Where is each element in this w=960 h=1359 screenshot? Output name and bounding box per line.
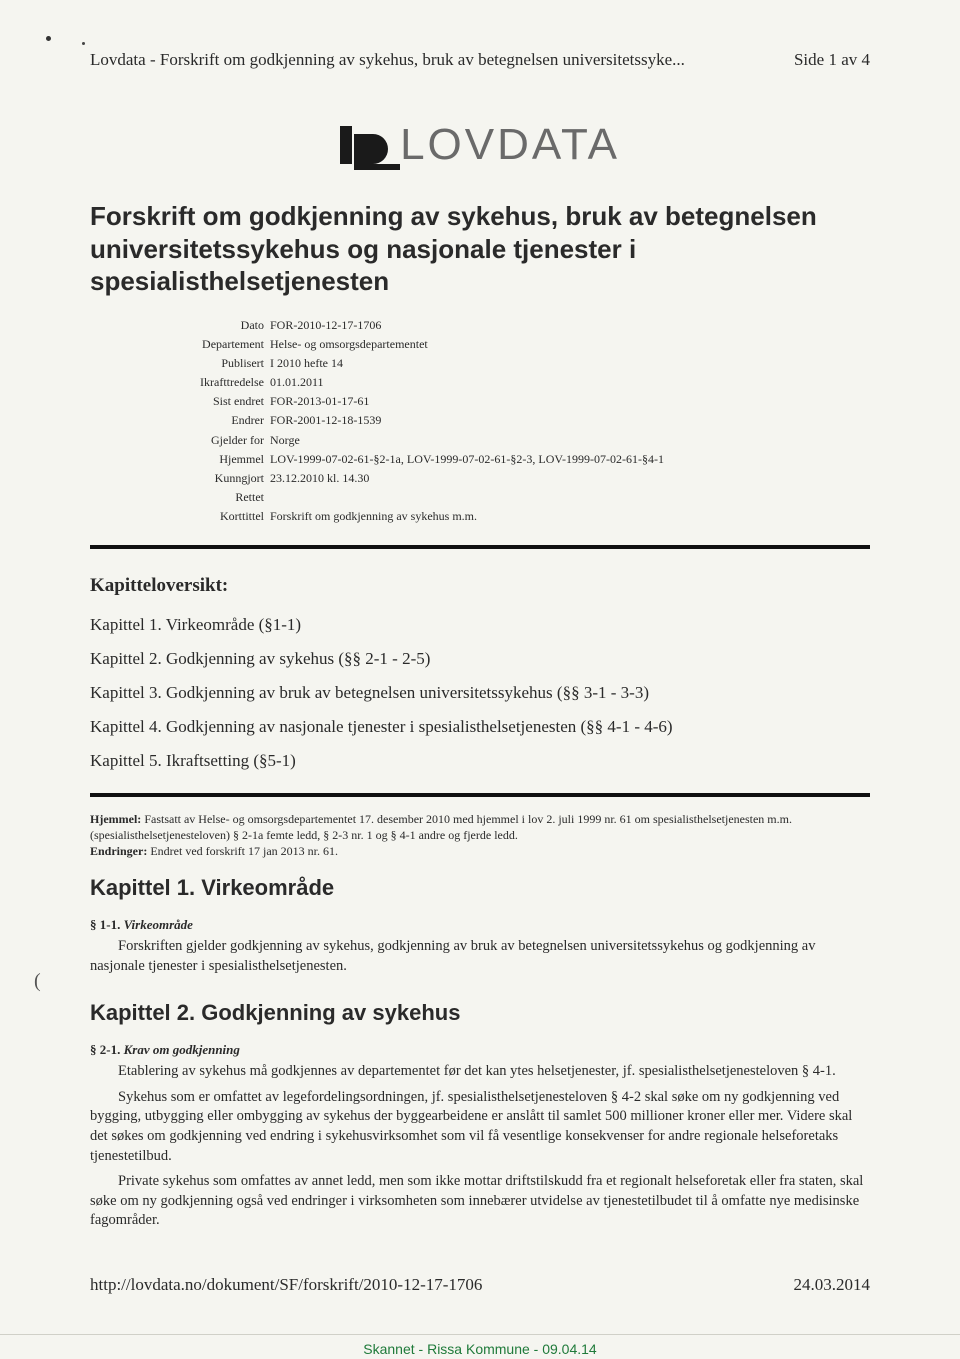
paragraph-2-1-body-2: Sykehus som er omfattet av legefordeling… [90, 1088, 870, 1166]
footnote-hjemmel-text: Fastsatt av Helse- og omsorgsdepartement… [90, 812, 792, 842]
meta-value [270, 488, 870, 507]
footer-date: 24.03.2014 [794, 1275, 871, 1295]
meta-row: Ikrafttredelse01.01.2011 [190, 373, 870, 392]
meta-row: DatoFOR-2010-12-17-1706 [190, 316, 870, 335]
meta-value: Forskrift om godkjenning av sykehus m.m. [270, 507, 870, 526]
kapittel-2-heading: Kapittel 2. Godkjenning av sykehus [90, 1000, 870, 1026]
kapittel-1-heading: Kapittel 1. Virkeområde [90, 875, 870, 901]
scan-speck [46, 36, 51, 41]
divider [90, 545, 870, 549]
meta-label: Korttittel [190, 507, 270, 526]
footnote-hjemmel-label: Hjemmel: [90, 812, 141, 826]
meta-row: HjemmelLOV-1999-07-02-61-§2-1a, LOV-1999… [190, 450, 870, 469]
header-left-text: Lovdata - Forskrift om godkjenning av sy… [90, 50, 685, 70]
main-title: Forskrift om godkjenning av sykehus, bru… [90, 200, 870, 298]
meta-label: Hjemmel [190, 450, 270, 469]
paragraph-2-1-body-1: Etablering av sykehus må godkjennes av d… [90, 1062, 870, 1082]
meta-value: 01.01.2011 [270, 373, 870, 392]
meta-label: Rettet [190, 488, 270, 507]
meta-value: FOR-2013-01-17-61 [270, 392, 870, 411]
meta-value: Norge [270, 431, 870, 450]
scan-banner: Skannet - Rissa Kommune - 09.04.14 [0, 1334, 960, 1359]
chapter-list: Kapittel 1. Virkeområde (§1-1) Kapittel … [90, 615, 870, 771]
meta-row: KorttittelForskrift om godkjenning av sy… [190, 507, 870, 526]
chapter-item: Kapittel 2. Godkjenning av sykehus (§§ 2… [90, 649, 870, 669]
scan-speck [82, 42, 85, 45]
footer-url: http://lovdata.no/dokument/SF/forskrift/… [90, 1275, 482, 1295]
chapter-item: Kapittel 5. Ikraftsetting (§5-1) [90, 751, 870, 771]
paragraph-1-1-title: § 1-1. Virkeområde [90, 917, 870, 933]
page-footer: http://lovdata.no/dokument/SF/forskrift/… [90, 1275, 870, 1295]
para-num: § 1-1. [90, 917, 120, 932]
meta-label: Gjelder for [190, 431, 270, 450]
document-page: Lovdata - Forskrift om godkjenning av sy… [0, 0, 960, 1315]
meta-value: 23.12.2010 kl. 14.30 [270, 469, 870, 488]
meta-row: Gjelder forNorge [190, 431, 870, 450]
meta-label: Sist endret [190, 392, 270, 411]
meta-value: FOR-2010-12-17-1706 [270, 316, 870, 335]
page-header: Lovdata - Forskrift om godkjenning av sy… [90, 50, 870, 70]
meta-value: I 2010 hefte 14 [270, 354, 870, 373]
meta-label: Publisert [190, 354, 270, 373]
meta-label: Ikrafttredelse [190, 373, 270, 392]
chapter-item: Kapittel 1. Virkeområde (§1-1) [90, 615, 870, 635]
logo: LOVDATA [90, 120, 870, 170]
meta-label: Kunngjort [190, 469, 270, 488]
header-page-number: Side 1 av 4 [794, 50, 870, 70]
meta-label: Departement [190, 335, 270, 354]
para-name: Krav om godkjenning [124, 1042, 240, 1057]
footnote-endringer-text: Endret ved forskrift 17 jan 2013 nr. 61. [147, 844, 338, 858]
meta-label: Endrer [190, 411, 270, 430]
para-name: Virkeområde [124, 917, 193, 932]
footnote-endringer-label: Endringer: [90, 844, 147, 858]
paragraph-2-1-title: § 2-1. Krav om godkjenning [90, 1042, 870, 1058]
chapter-item: Kapittel 4. Godkjenning av nasjonale tje… [90, 717, 870, 737]
paragraph-1-1-body: Forskriften gjelder godkjenning av sykeh… [90, 937, 870, 976]
meta-row: Rettet [190, 488, 870, 507]
meta-value: Helse- og omsorgsdepartementet [270, 335, 870, 354]
divider [90, 793, 870, 797]
metadata-table: DatoFOR-2010-12-17-1706 DepartementHelse… [190, 316, 870, 527]
meta-row: Kunngjort23.12.2010 kl. 14.30 [190, 469, 870, 488]
meta-row: PublisertI 2010 hefte 14 [190, 354, 870, 373]
scan-artifact-paren: ( [34, 970, 41, 993]
chapter-overview-heading: Kapitteloversikt: [90, 575, 870, 597]
chapter-item: Kapittel 3. Godkjenning av bruk av beteg… [90, 683, 870, 703]
para-num: § 2-1. [90, 1042, 120, 1057]
logo-text: LOVDATA [400, 120, 620, 170]
meta-value: FOR-2001-12-18-1539 [270, 411, 870, 430]
meta-row: DepartementHelse- og omsorgsdepartemente… [190, 335, 870, 354]
logo-mark-icon [340, 126, 388, 164]
meta-row: EndrerFOR-2001-12-18-1539 [190, 411, 870, 430]
meta-label: Dato [190, 316, 270, 335]
meta-row: Sist endretFOR-2013-01-17-61 [190, 392, 870, 411]
paragraph-2-1-body-3: Private sykehus som omfattes av annet le… [90, 1172, 870, 1231]
footnote-block: Hjemmel: Fastsatt av Helse- og omsorgsde… [90, 811, 870, 860]
meta-value: LOV-1999-07-02-61-§2-1a, LOV-1999-07-02-… [270, 450, 870, 469]
